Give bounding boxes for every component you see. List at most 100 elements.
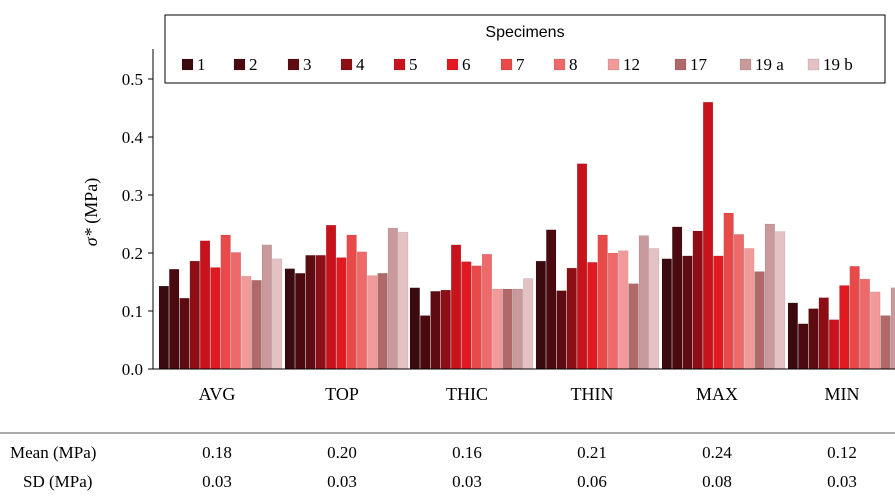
bar-min-5 (828, 319, 840, 370)
x-category-label: THIN (571, 384, 614, 404)
bar-thin-17 (628, 283, 639, 370)
bar-avg-6 (210, 267, 221, 370)
legend-label: 3 (303, 55, 312, 74)
bar-top-2 (295, 273, 306, 370)
bar-thic-4 (440, 289, 451, 370)
y-tick-label: 0.4 (122, 128, 144, 147)
legend-swatch (607, 58, 620, 71)
bar-thic-2 (420, 315, 431, 370)
bar-avg-5 (199, 240, 211, 370)
legend-swatch (233, 58, 246, 71)
legend-swatch (287, 58, 300, 71)
mean-value: 0.18 (202, 443, 232, 462)
bar-thic-12 (492, 288, 503, 370)
bar-thin-1 (535, 260, 546, 370)
legend-swatch (553, 58, 566, 71)
mean-label: Mean (MPa) (10, 443, 96, 462)
bar-top-7 (346, 234, 357, 370)
sd-value: 0.03 (327, 472, 357, 491)
x-category-label: THIC (446, 384, 488, 404)
mean-value: 0.12 (827, 443, 857, 462)
x-axis-labels: AVG TOP THIC THIN MAX MIN (199, 384, 860, 404)
legend-item: 1 (181, 55, 206, 74)
bar-thin-5 (576, 163, 588, 370)
legend-swatch (393, 58, 406, 71)
legend-label: 8 (569, 55, 578, 74)
bar-min-2 (798, 323, 809, 370)
bar-avg-19a (261, 244, 272, 370)
sd-value: 0.03 (202, 472, 232, 491)
legend: Specimens 1 2 3 4 5 6 7 8 12 17 19 a 19 b (164, 14, 886, 84)
x-category-label: MIN (825, 384, 860, 404)
legend-item: 17 (674, 55, 708, 74)
bar-max-12 (744, 248, 755, 370)
mean-value: 0.21 (577, 443, 607, 462)
bar-thin-12 (618, 250, 629, 370)
legend-swatch (807, 58, 820, 71)
legend-label: 7 (516, 55, 525, 74)
bar-min-4 (818, 297, 829, 370)
y-axis-label: σ* (MPa) (81, 178, 102, 246)
legend-swatch (340, 58, 353, 71)
legend-swatch (446, 58, 459, 71)
legend-label: 4 (356, 55, 365, 74)
legend-swatch (500, 58, 513, 71)
mean-value: 0.16 (452, 443, 482, 462)
bar-avg-2 (169, 268, 180, 370)
bar-min-12 (870, 291, 881, 370)
legend-item: 5 (393, 55, 418, 74)
bar-max-1 (661, 258, 672, 370)
bar-min-6 (839, 285, 850, 370)
legend-item: 6 (446, 55, 471, 74)
sd-value: 0.03 (452, 472, 482, 491)
bar-min-1 (787, 302, 798, 370)
mean-value: 0.20 (327, 443, 357, 462)
legend-item: 12 (607, 55, 640, 74)
bar-top-19b (398, 231, 409, 370)
y-tick-label: 0.1 (122, 302, 143, 321)
bar-max-4 (692, 230, 703, 370)
sd-value: 0.03 (827, 472, 857, 491)
bar-thin-7 (597, 234, 608, 370)
bar-avg-1 (158, 285, 169, 370)
bar-max-7 (723, 212, 734, 370)
x-category-label: AVG (199, 384, 236, 404)
bar-top-5 (325, 224, 337, 370)
bar-thic-19b (523, 278, 534, 370)
bar-thic-5 (450, 244, 462, 370)
legend-title: Specimens (485, 24, 564, 41)
legend-item: 3 (287, 55, 312, 74)
bar-thic-1 (409, 287, 420, 370)
sd-value: 0.08 (702, 472, 732, 491)
bar-top-6 (336, 257, 347, 370)
bar-avg-7 (220, 234, 231, 370)
bar-avg-12 (241, 275, 252, 370)
bar-max-5 (702, 101, 714, 370)
bar-avg-4 (189, 260, 200, 370)
x-category-label: MAX (696, 384, 738, 404)
legend-item: 19 b (807, 55, 853, 74)
bar-top-17 (377, 273, 388, 370)
legend-item: 8 (553, 55, 578, 74)
bar-thic-8 (481, 253, 493, 370)
bar-max-2 (672, 226, 683, 370)
legend-item: 2 (233, 55, 258, 74)
bar-top-3 (305, 255, 316, 370)
legend-label: 12 (623, 55, 640, 74)
legend-item: 19 a (739, 55, 784, 74)
bar-thin-19b (649, 248, 660, 370)
bar-min-19a (890, 287, 895, 370)
legend-box (164, 14, 886, 84)
legend-label: 19 a (755, 55, 784, 74)
sd-value: 0.06 (577, 472, 607, 491)
bar-thin-2 (546, 229, 557, 370)
bar-thic-3 (430, 291, 441, 370)
legend-label: 6 (462, 55, 471, 74)
bar-thic-6 (461, 261, 472, 370)
bar-thin-4 (566, 267, 577, 370)
y-tick-label: 0.0 (122, 360, 143, 379)
bar-max-17 (754, 271, 765, 370)
y-tick-label: 0.5 (122, 70, 143, 89)
bar-avg-19b (272, 258, 283, 370)
